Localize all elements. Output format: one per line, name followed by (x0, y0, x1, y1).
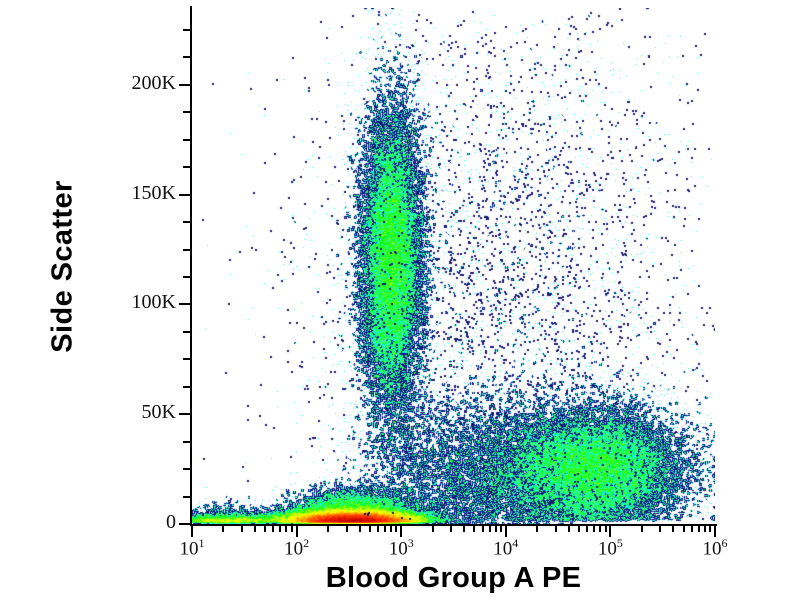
x-axis-minor-tick (272, 526, 275, 532)
x-axis-minor-tick (593, 526, 596, 532)
x-axis-minor-tick (640, 526, 643, 532)
density-scatter-canvas (192, 8, 715, 524)
y-axis-tick-label: 100K (131, 291, 176, 314)
x-axis-minor-tick (703, 526, 706, 532)
x-axis-title: Blood Group A PE (325, 562, 582, 594)
y-axis-minor-tick (183, 440, 190, 443)
x-axis-minor-tick (264, 526, 267, 532)
x-axis-tick-label: 103 (388, 536, 414, 560)
x-axis-minor-tick (672, 526, 675, 532)
y-axis-minor-tick (183, 28, 190, 31)
x-axis-minor-tick (599, 526, 602, 532)
y-axis-title: Side Scatter (46, 180, 79, 353)
x-axis-major-tick (400, 526, 403, 537)
x-axis-minor-tick (567, 526, 570, 532)
y-axis-minor-tick (183, 248, 190, 251)
y-axis-tick-label: 50K (141, 401, 176, 424)
y-axis-minor-tick (183, 138, 190, 141)
x-axis-major-tick (504, 526, 507, 537)
y-axis-line (190, 6, 192, 526)
x-axis-minor-tick (368, 526, 371, 532)
x-axis-tick-label: 101 (179, 536, 205, 560)
x-axis-major-tick (295, 526, 298, 537)
x-axis-tick-label: 106 (702, 536, 728, 560)
x-axis-minor-tick (488, 526, 491, 532)
x-axis-minor-tick (383, 526, 386, 532)
x-axis-major-tick (609, 526, 612, 537)
x-axis-minor-tick (253, 526, 256, 532)
x-axis-line (190, 524, 717, 526)
x-axis-minor-tick (473, 526, 476, 532)
x-axis-minor-tick (358, 526, 361, 532)
x-axis-minor-tick (690, 526, 693, 532)
y-axis-minor-tick (183, 495, 190, 498)
x-axis-minor-tick (376, 526, 379, 532)
x-axis-minor-tick (659, 526, 662, 532)
y-axis-major-tick (179, 303, 190, 306)
x-axis-minor-tick (290, 526, 293, 532)
x-axis-minor-tick (586, 526, 589, 532)
x-axis-minor-tick (345, 526, 348, 532)
y-axis-major-tick (179, 523, 190, 525)
y-axis-minor-tick (183, 221, 190, 224)
x-axis-minor-tick (285, 526, 288, 532)
x-axis-tick-label: 102 (284, 536, 310, 560)
x-axis-major-tick (191, 526, 193, 537)
y-axis-minor-tick (183, 358, 190, 361)
x-axis-minor-tick (222, 526, 225, 532)
x-axis-minor-tick (395, 526, 398, 532)
scatter-plot-area (192, 8, 715, 524)
y-axis-tick-label: 150K (131, 181, 176, 204)
y-axis-major-tick (179, 83, 190, 86)
x-axis-minor-tick (431, 526, 434, 532)
x-axis-minor-tick (279, 526, 282, 532)
x-axis-tick-label: 104 (493, 536, 519, 560)
x-axis-minor-tick (463, 526, 466, 532)
y-axis-minor-tick (183, 468, 190, 471)
x-axis-minor-tick (390, 526, 393, 532)
x-axis-minor-tick (682, 526, 685, 532)
y-axis-minor-tick (183, 385, 190, 388)
y-axis-minor-tick (183, 166, 190, 169)
x-axis-minor-tick (481, 526, 484, 532)
y-axis-major-tick (179, 193, 190, 196)
y-axis-tick-label: 200K (131, 71, 176, 94)
x-axis-minor-tick (577, 526, 580, 532)
y-axis-minor-tick (183, 111, 190, 114)
y-axis-minor-tick (183, 275, 190, 278)
y-axis-minor-tick (183, 56, 190, 59)
x-axis-minor-tick (327, 526, 330, 532)
x-axis-minor-tick (450, 526, 453, 532)
x-axis-minor-tick (709, 526, 712, 532)
x-axis-minor-tick (240, 526, 243, 532)
x-axis-minor-tick (604, 526, 607, 532)
x-axis-minor-tick (554, 526, 557, 532)
x-axis-major-tick (714, 526, 716, 537)
x-axis-minor-tick (494, 526, 497, 532)
x-axis-minor-tick (536, 526, 539, 532)
x-axis-tick-label: 105 (597, 536, 623, 560)
x-axis-minor-tick (500, 526, 502, 532)
x-axis-minor-tick (697, 526, 700, 532)
y-axis-tick-label: 0 (166, 511, 176, 533)
y-axis-major-tick (179, 413, 190, 416)
y-axis-minor-tick (183, 330, 190, 333)
